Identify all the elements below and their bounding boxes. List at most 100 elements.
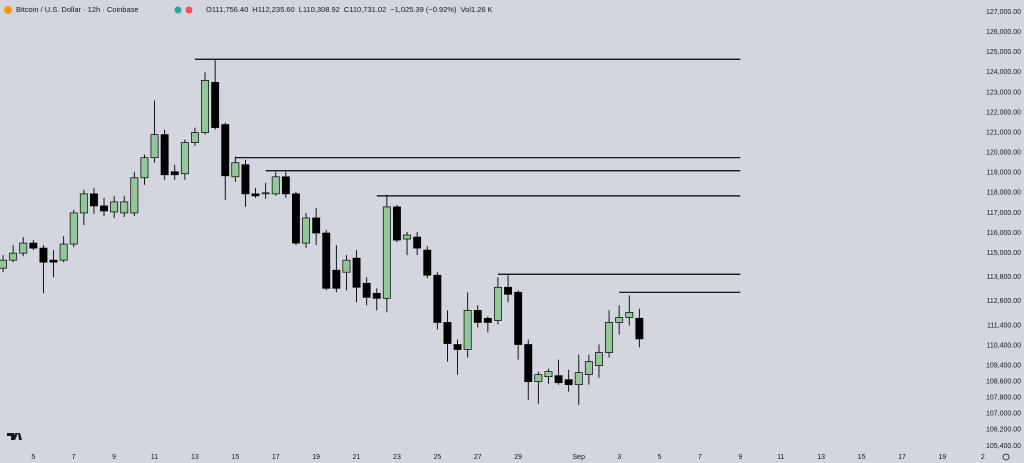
candle-body [403,234,412,240]
y-tick-label: 125,000.00 [986,49,1021,56]
candle-body [362,282,371,298]
candle-body [433,274,442,323]
y-tick-label: 110,400.00 [986,342,1021,349]
x-tick-label: 25 [433,454,441,461]
candle-body [110,201,119,213]
x-tick-label: 2 [981,454,985,461]
y-tick-label: 115,000.00 [986,250,1021,257]
x-tick-label: 29 [514,454,522,461]
legend-key: H [252,5,257,14]
candle-body [443,322,452,344]
candle-body [423,249,432,276]
legend-value: 111,756.40 [212,5,248,14]
y-tick-label: 113,800.00 [986,274,1021,281]
settings-icon[interactable] [1002,453,1010,461]
x-tick-label: 17 [898,454,906,461]
y-tick-label: 119,000.00 [986,170,1021,177]
y-tick-label: 106,200.00 [986,427,1021,434]
x-tick-label: 13 [191,454,199,461]
y-tick-label: 105,400.00 [986,443,1021,450]
x-tick-label: 7 [72,454,76,461]
candle-body [413,236,422,249]
candle-body [453,344,462,350]
candle-body [39,247,48,263]
status-icon [174,6,193,14]
y-tick-label: 111,400.00 [987,322,1021,329]
candle-body [221,124,230,177]
candle-body [19,242,28,254]
candle-body [544,371,553,378]
legend-key: C [344,5,350,14]
candle-body [524,344,533,383]
x-tick-label: 7 [698,454,702,461]
y-tick-label: 121,000.00 [986,129,1021,136]
legend-value: 110,731.02 [349,5,386,14]
legend-key: O [206,5,212,14]
candle-body [584,361,593,376]
y-tick-label: 108,600.00 [986,379,1021,386]
x-tick-label: 9 [738,454,742,461]
candle-body [49,259,58,263]
candle-body [201,80,209,133]
x-tick-label: 5 [658,454,662,461]
candle-body [100,205,108,212]
y-tick-label: 117,000.00 [986,210,1021,217]
y-tick-label: 126,000.00 [986,29,1021,36]
candle-body [211,82,220,128]
candle-body [504,286,513,295]
y-tick-label: 124,000.00 [986,69,1021,76]
candle-body [59,243,68,261]
candle-body [322,232,331,289]
x-tick-label: 21 [353,454,361,461]
y-tick-label: 107,000.00 [986,411,1021,418]
x-tick-label: 27 [474,454,482,461]
candle-body [564,379,573,386]
candle-body [79,193,88,214]
x-tick-label: 5 [31,454,35,461]
candle-body [595,352,603,366]
candle-body [190,132,199,143]
candle-body [291,193,300,244]
x-tick-label: 23 [393,454,401,461]
candle-body [605,322,614,353]
candle-body [473,310,482,323]
y-tick-label: 116,000.00 [986,230,1021,237]
candle-body [574,372,583,386]
x-tick-label: 11 [777,454,784,461]
y-tick-label: 122,000.00 [986,109,1021,116]
candle-body [150,134,159,159]
x-tick-label: 19 [312,454,320,461]
candle-body [514,291,523,345]
candle-body [69,212,78,245]
candle-body [231,162,240,178]
candle-body [241,164,250,195]
x-tick-label: 19 [938,454,946,461]
candle-body [140,157,149,179]
logo [7,433,22,440]
candle-body [554,375,563,384]
candle-body [393,206,401,241]
candle-body [261,192,270,195]
x-tick-label: Sep [573,454,586,461]
candle-body [89,193,98,207]
x-tick-label: 13 [817,454,825,461]
x-tick-label: 9 [112,454,116,461]
x-tick-label: 3 [617,454,621,461]
candle-body [302,217,310,244]
y-tick-label: 120,000.00 [986,150,1021,157]
symbol-title: Bitcoin / U.S. Dollar · 12h · Coinbase [16,5,139,14]
y-tick-label: 112,600.00 [986,298,1021,305]
y-tick-label: 107,800.00 [986,395,1021,402]
candle-body [483,318,492,323]
y-tick-label: 109,400.00 [986,362,1021,369]
legend-value: 112,235.60 [258,5,295,14]
y-tick-label: 118,000.00 [986,190,1021,197]
legend-change: −1,025.39 (−0.92%) [390,5,457,14]
candle-body [251,193,260,197]
candle-body [494,286,502,321]
legend-key: Vol [461,5,472,14]
symbol-icon [4,6,12,14]
candle-body [352,257,361,288]
